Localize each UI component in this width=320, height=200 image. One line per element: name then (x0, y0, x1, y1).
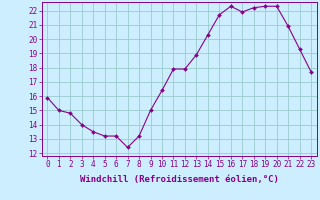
X-axis label: Windchill (Refroidissement éolien,°C): Windchill (Refroidissement éolien,°C) (80, 175, 279, 184)
